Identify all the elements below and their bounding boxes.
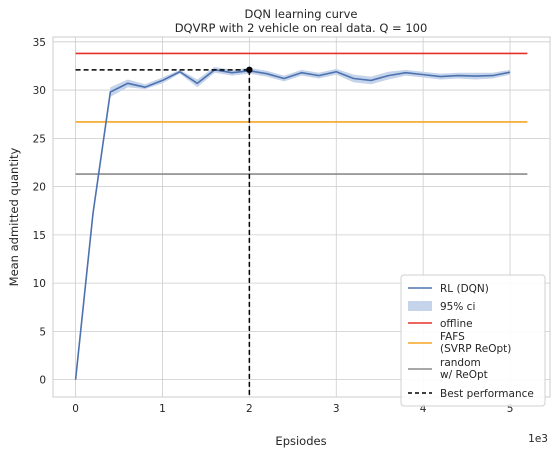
x-tick-label: 3 [333,403,340,415]
chart-subtitle: DQVRP with 2 vehicle on real data. Q = 1… [175,21,428,35]
y-tick-label: 25 [33,133,46,145]
data-layer [74,52,528,397]
legend-swatch-ci [408,301,432,311]
x-tick-label: 0 [72,403,79,415]
legend-label-random-line1: random [440,357,481,369]
y-tick-label: 10 [33,278,46,290]
legend-label-fafs-line2: (SVRP ReOpt) [440,343,511,355]
legend-label-ci: 95% ci [440,301,475,313]
rl-dqn-line [74,69,511,380]
best-performance-point [246,66,253,74]
legend-label-random: random w/ ReOpt [440,357,488,381]
legend: RL (DQN) 95% ci offline FAFS (SVRP ReOpt… [400,274,546,407]
y-tick-label: 35 [33,37,46,49]
legend-frame [400,274,546,407]
legend-label-best: Best performance [440,388,534,400]
y-tick-label: 0 [39,375,46,387]
legend-label-fafs-line1: FAFS [440,331,465,343]
x-tick-label: 1 [159,403,166,415]
legend-label-random-line2: w/ ReOpt [440,369,488,381]
y-tick-label: 20 [33,182,46,194]
plot-frame [52,36,551,398]
x-offset-label: 1e3 [528,433,548,445]
x-tick-label: 4 [420,403,427,415]
x-axis-label: Epsiodes [275,434,326,448]
legend-label-fafs: FAFS (SVRP ReOpt) [440,331,511,355]
chart-title: DQN learning curve [245,7,358,21]
frame-layer [52,36,551,398]
legend-label-offline: offline [440,318,473,330]
tick-layer: 0 1 2 3 4 5 0 5 10 15 20 25 30 35 [33,37,514,415]
y-axis-label: Mean admitted quantity [7,147,21,286]
y-tick-label: 5 [39,326,46,338]
x-tick-label: 5 [507,403,514,415]
legend-label-rl: RL (DQN) [440,283,489,295]
y-tick-label: 15 [33,230,46,242]
x-tick-label: 2 [246,403,253,415]
y-tick-label: 30 [33,85,46,97]
